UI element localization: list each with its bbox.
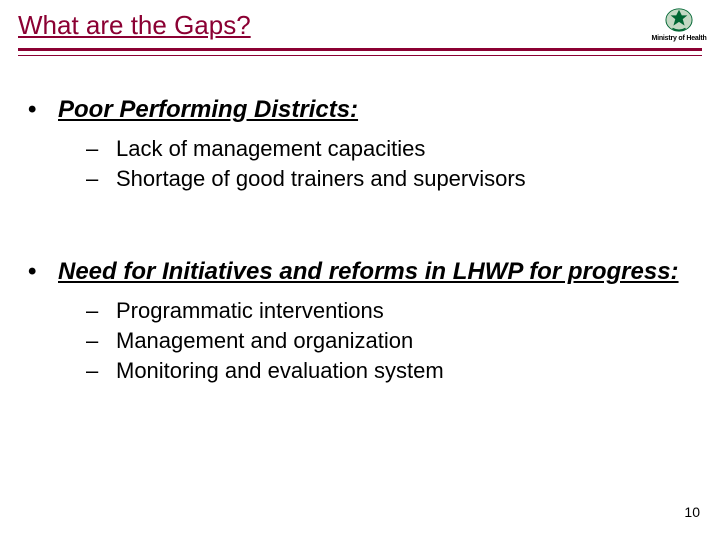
- sub-bullet-text: Lack of management capacities: [116, 135, 425, 163]
- bullet-heading-2: • Need for Initiatives and reforms in LH…: [28, 257, 692, 287]
- emblem-icon: [662, 6, 696, 34]
- title-rule-thin: [18, 55, 702, 56]
- slide-body: • Poor Performing Districts: – Lack of m…: [28, 95, 692, 387]
- sub-bullet: – Programmatic interventions: [86, 297, 692, 325]
- bullet-heading-1: • Poor Performing Districts:: [28, 95, 692, 125]
- bullet-marker: •: [28, 95, 58, 125]
- sub-bullet: – Management and organization: [86, 327, 692, 355]
- sub-bullet: – Monitoring and evaluation system: [86, 357, 692, 385]
- page-number: 10: [684, 504, 700, 520]
- bullet-marker: •: [28, 257, 58, 287]
- section-gap: [28, 195, 692, 257]
- slide: What are the Gaps? Ministry of Health • …: [0, 0, 720, 540]
- dash-marker: –: [86, 297, 116, 325]
- sub-bullets-2: – Programmatic interventions – Managemen…: [86, 297, 692, 385]
- dash-marker: –: [86, 135, 116, 163]
- sub-bullet-text: Programmatic interventions: [116, 297, 384, 325]
- sub-bullet: – Shortage of good trainers and supervis…: [86, 165, 692, 193]
- title-rule-thick: [18, 48, 702, 51]
- heading-text-2: Need for Initiatives and reforms in LHWP…: [58, 257, 679, 287]
- slide-title: What are the Gaps?: [18, 10, 251, 40]
- logo-caption: Ministry of Health: [651, 35, 706, 42]
- dash-marker: –: [86, 165, 116, 193]
- ministry-logo: Ministry of Health: [660, 6, 698, 42]
- sub-bullet-text: Monitoring and evaluation system: [116, 357, 444, 385]
- sub-bullet-text: Management and organization: [116, 327, 413, 355]
- sub-bullets-1: – Lack of management capacities – Shorta…: [86, 135, 692, 193]
- sub-bullet-text: Shortage of good trainers and supervisor…: [116, 165, 526, 193]
- sub-bullet: – Lack of management capacities: [86, 135, 692, 163]
- heading-text-1: Poor Performing Districts:: [58, 95, 358, 125]
- dash-marker: –: [86, 327, 116, 355]
- dash-marker: –: [86, 357, 116, 385]
